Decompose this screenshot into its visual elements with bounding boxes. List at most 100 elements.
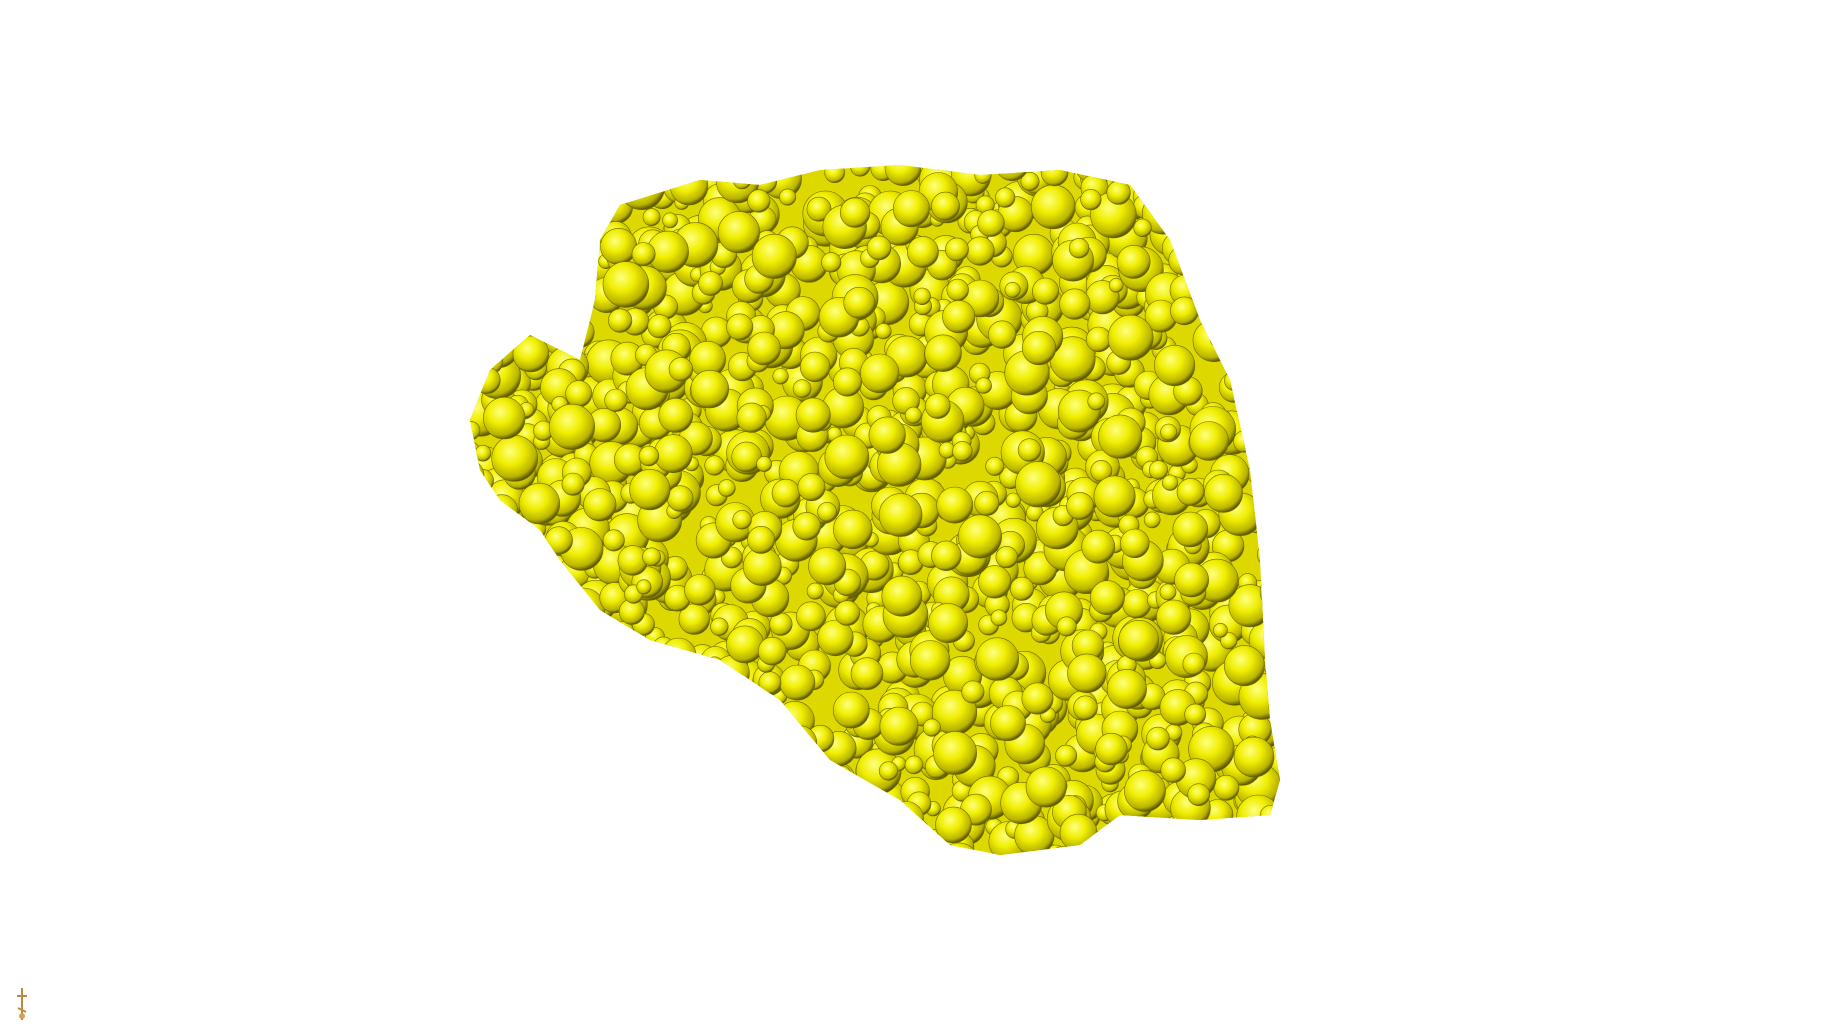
surface-lobe xyxy=(1247,254,1280,288)
surface-lobe xyxy=(529,667,553,692)
surface-lobe xyxy=(1256,290,1280,331)
surface-lobe xyxy=(471,797,511,837)
surface-lobe xyxy=(488,623,510,645)
surface-lobe xyxy=(790,834,816,855)
surface-lobe xyxy=(517,284,557,324)
surface-lobe xyxy=(513,583,541,610)
surface-lobe xyxy=(484,165,502,183)
surface-lobe xyxy=(610,835,653,855)
surface-lobe xyxy=(602,529,625,552)
surface-lobe xyxy=(607,308,633,333)
surface-lobe xyxy=(1213,623,1228,638)
surface-lobe xyxy=(496,253,533,290)
surface-lobe xyxy=(470,298,486,344)
orientation-axes-icon xyxy=(14,986,30,1022)
surface-lobe xyxy=(1107,314,1154,361)
surface-lobe xyxy=(657,789,678,809)
surface-lobe xyxy=(594,165,612,169)
surface-lobe xyxy=(818,825,862,855)
surface-lobe xyxy=(601,165,617,170)
surface-lobe xyxy=(540,208,580,247)
surface-lobe xyxy=(710,617,729,636)
surface-lobe xyxy=(1260,590,1280,632)
surface-lobe xyxy=(470,505,477,531)
surface-lobe xyxy=(589,190,608,209)
surface-lobe xyxy=(771,165,793,176)
surface-lobe xyxy=(613,662,635,683)
surface-lobe xyxy=(578,165,622,204)
surface-lobe xyxy=(570,820,613,855)
surface-lobe xyxy=(931,540,962,571)
surface-lobe xyxy=(1181,201,1220,240)
surface-lobe xyxy=(1194,249,1224,279)
surface-lobe xyxy=(1236,165,1261,174)
surface-lobe xyxy=(470,710,502,757)
surface-lobe xyxy=(833,765,852,784)
surface-lobe xyxy=(570,168,601,199)
surface-lobe xyxy=(549,787,592,829)
surface-lobe xyxy=(507,167,554,214)
surface-lobe xyxy=(792,379,812,399)
surface-lobe xyxy=(781,725,818,761)
surface-lobe xyxy=(766,726,783,744)
surface-lobe xyxy=(470,194,488,234)
surface-lobe xyxy=(580,290,596,307)
surface-lobe xyxy=(470,801,490,822)
surface-lobe xyxy=(477,244,523,290)
surface-lobe xyxy=(537,698,561,723)
surface-lobe xyxy=(868,829,888,850)
surface-lobe xyxy=(1192,165,1229,201)
surface-lobe xyxy=(1231,354,1261,385)
surface-lobe xyxy=(621,671,644,695)
surface-lobe xyxy=(1146,726,1170,751)
surface-lobe xyxy=(583,704,609,730)
surface-lobe xyxy=(476,224,521,269)
surface-lobe xyxy=(642,547,662,567)
surface-lobe xyxy=(1092,835,1121,855)
surface-lobe xyxy=(1160,757,1186,783)
surface-lobe xyxy=(946,278,969,302)
surface-lobe xyxy=(470,749,489,795)
surface-lobe xyxy=(698,725,745,772)
surface-lobe xyxy=(559,218,589,248)
surface-lobe xyxy=(1209,268,1244,303)
surface-lobe xyxy=(806,196,832,222)
surface-lobe xyxy=(569,695,591,717)
surface-lobe xyxy=(552,721,589,758)
surface-lobe xyxy=(508,767,542,801)
surface-lobe xyxy=(809,767,848,806)
surface-lobe xyxy=(470,491,475,521)
surface-lobe xyxy=(660,637,697,674)
surface-lobe xyxy=(1190,175,1212,197)
surface-lobe xyxy=(470,825,475,851)
surface-lobe xyxy=(470,601,504,647)
surface-lobe xyxy=(470,277,488,302)
surface-lobe xyxy=(1257,476,1280,523)
surface-lobe xyxy=(518,741,535,758)
surface-lobe xyxy=(1237,305,1280,349)
surface-lobe xyxy=(785,824,824,855)
surface-lobe xyxy=(1269,520,1280,550)
surface-lobe xyxy=(490,507,507,524)
surface-lobe xyxy=(1204,473,1243,513)
surface-lobe xyxy=(470,322,497,366)
surface-lobe xyxy=(1172,236,1188,252)
surface-lobe xyxy=(995,545,1018,569)
surface-lobe xyxy=(496,833,519,855)
surface-lobe xyxy=(1259,276,1279,296)
surface-lobe xyxy=(566,757,597,789)
surface-lobe xyxy=(1268,698,1280,717)
surface-lobe xyxy=(470,611,488,643)
surface-lobe xyxy=(716,762,744,790)
surface-lobe xyxy=(667,841,701,855)
surface-lobe xyxy=(1133,218,1152,238)
surface-lobe xyxy=(470,421,481,441)
surface-lobe xyxy=(470,816,474,840)
surface-lobe xyxy=(517,849,551,855)
surface-lobe xyxy=(836,820,862,847)
surface-lobe xyxy=(985,456,1005,476)
surface-lobe xyxy=(1226,354,1270,397)
surface-lobe xyxy=(1120,528,1150,559)
